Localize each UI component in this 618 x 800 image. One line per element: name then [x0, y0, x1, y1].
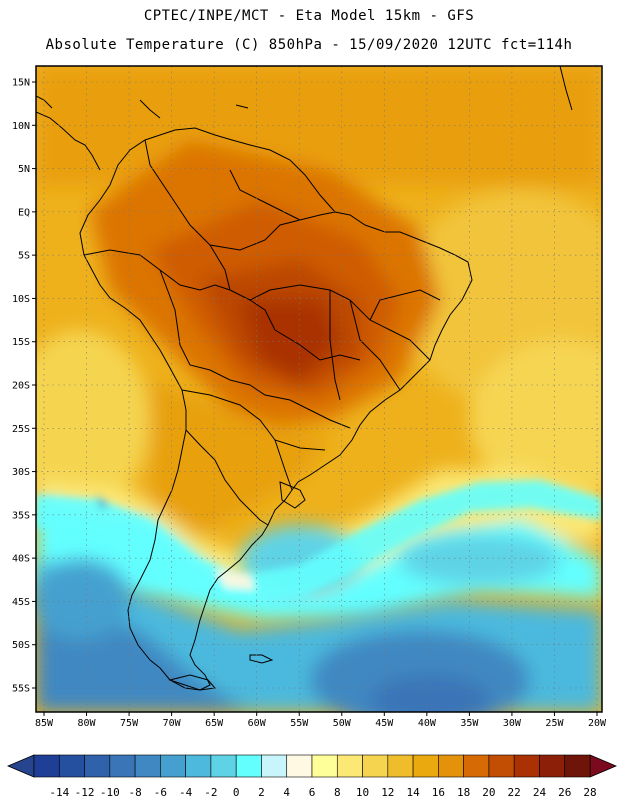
lon-label: 85W	[35, 718, 54, 729]
colorbar-label: 14	[406, 786, 420, 799]
lat-label: 10N	[12, 121, 30, 132]
colorbar-label: 18	[457, 786, 470, 799]
lat-label: 15S	[12, 337, 30, 348]
colorbar-label: 10	[356, 786, 369, 799]
lon-label: 55W	[290, 718, 309, 729]
colorbar-label: 6	[309, 786, 316, 799]
colorbar-label: 24	[533, 786, 547, 799]
colorbar-label: -8	[128, 786, 141, 799]
colorbar-under-arrow	[6, 754, 35, 778]
colorbar-swatch	[336, 754, 363, 778]
lat-label: 40S	[12, 554, 30, 565]
colorbar: -14 -12 -10 -8 -6 -4 -2 0 2 4 6 8 10 12 14 16 18 20 22 24 26…	[6, 754, 618, 799]
colorbar-label: 20	[482, 786, 495, 799]
colorbar-swatch	[185, 754, 212, 778]
colorbar-swatch	[311, 754, 338, 778]
lat-label: 25S	[12, 424, 30, 435]
colorbar-over-arrow	[589, 754, 618, 778]
lon-label: 25W	[545, 718, 564, 729]
lat-label: EQ	[18, 207, 30, 218]
colorbar-swatch	[412, 754, 439, 778]
colorbar-label: 26	[558, 786, 571, 799]
colorbar-swatch	[463, 754, 490, 778]
colorbar-label: 4	[283, 786, 290, 799]
lat-label: 20S	[12, 381, 30, 392]
colorbar-swatch	[235, 754, 262, 778]
colorbar-swatch	[488, 754, 515, 778]
coastline	[36, 66, 573, 691]
colorbar-label: -14	[49, 786, 69, 799]
lat-label: 30S	[12, 467, 30, 478]
colorbar-swatch	[210, 754, 237, 778]
colorbar-label: 28	[583, 786, 596, 799]
colorbar-label: -2	[204, 786, 217, 799]
lat-label: 5N	[18, 164, 30, 175]
colorbar-swatch	[286, 754, 313, 778]
colorbar-swatch	[539, 754, 566, 778]
colorbar-swatch	[134, 754, 161, 778]
temperature-field	[36, 66, 602, 712]
colorbar-label: 2	[258, 786, 265, 799]
lat-label: 55S	[12, 684, 30, 695]
colorbar-label: -4	[179, 786, 193, 799]
lon-label: 40W	[418, 718, 437, 729]
colorbar-swatch	[160, 754, 186, 778]
colorbar-swatch	[33, 754, 60, 778]
lon-label: 75W	[120, 718, 139, 729]
lon-label: 35W	[460, 718, 479, 729]
colorbar-label: 12	[381, 786, 394, 799]
colorbar-swatch	[84, 754, 111, 778]
lon-label: 20W	[588, 718, 607, 729]
colorbar-label: 8	[334, 786, 341, 799]
colorbar-swatch	[438, 754, 464, 778]
colorbar-label: 22	[508, 786, 521, 799]
lat-label: 10S	[12, 294, 30, 305]
colorbar-label: -10	[100, 786, 120, 799]
lat-label: 15N	[12, 78, 30, 89]
colorbar-swatch	[109, 754, 136, 778]
lat-label: 50S	[12, 640, 30, 651]
lat-label: 35S	[12, 510, 30, 521]
lon-label: 60W	[248, 718, 267, 729]
lat-label: 45S	[12, 597, 30, 608]
lon-label: 70W	[163, 718, 182, 729]
colorbar-swatch	[387, 754, 414, 778]
lon-label: 30W	[503, 718, 522, 729]
colorbar-label: -6	[154, 786, 167, 799]
lon-label: 50W	[333, 718, 352, 729]
lat-label: 5S	[18, 251, 30, 262]
lon-label: 80W	[78, 718, 97, 729]
colorbar-swatch	[513, 754, 540, 778]
lon-label: 45W	[375, 718, 394, 729]
colorbar-label: 0	[233, 786, 240, 799]
colorbar-label: -12	[75, 786, 95, 799]
plot-frame	[35, 65, 603, 713]
colorbar-swatch	[564, 754, 591, 778]
lat-lon-grid	[36, 66, 602, 712]
colorbar-swatch	[362, 754, 389, 778]
chart-subtitle: Absolute Temperature (C) 850hPa - 15/09/…	[45, 37, 573, 53]
chart-title: CPTEC/INPE/MCT - Eta Model 15km - GFS	[143, 8, 475, 24]
colorbar-swatch	[58, 754, 85, 778]
colorbar-swatch	[261, 754, 288, 778]
colorbar-label: 16	[432, 786, 445, 799]
axis-labels: 85W 80W 75W 70W 65W 60W 55W 50W 45W 40W 35W 30W 25W 2…	[12, 78, 607, 730]
lon-label: 65W	[205, 718, 224, 729]
